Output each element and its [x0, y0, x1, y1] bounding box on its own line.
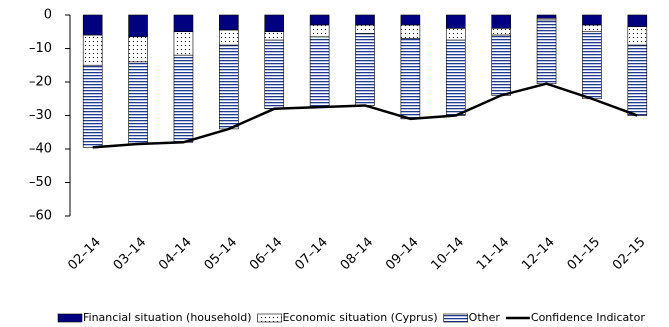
bar-segment — [536, 19, 557, 84]
x-tick-label: 02–14 — [65, 235, 104, 274]
bar-segment — [264, 14, 285, 33]
x-tick-label: 12–14 — [519, 235, 558, 274]
bar-segment — [445, 39, 466, 116]
bar-segment — [173, 31, 194, 56]
x-tick-label: 10–14 — [428, 235, 467, 274]
bar-segment — [355, 14, 375, 26]
y-tick-label: –60 — [29, 209, 52, 224]
bar-segment — [400, 38, 421, 120]
legend-swatch — [443, 313, 468, 323]
bar-segment — [582, 14, 602, 26]
bar-segment — [491, 14, 511, 29]
bar-segment — [82, 14, 103, 36]
bar-segment — [400, 14, 421, 26]
bar-segment — [491, 28, 511, 36]
bar-segment — [309, 36, 330, 108]
bar-segment — [582, 24, 602, 33]
legend-label: Other — [469, 311, 501, 324]
bar-segment — [264, 31, 285, 41]
legend-swatch — [57, 313, 83, 323]
y-tick-label: –50 — [29, 175, 52, 190]
x-tick-label: 08–14 — [338, 235, 377, 274]
bar-segment — [445, 28, 466, 41]
bar-segment — [173, 54, 194, 143]
bar-segment — [128, 61, 148, 145]
bar-segment — [445, 14, 466, 29]
bar-segment — [309, 14, 330, 26]
bar-segment — [219, 44, 239, 130]
y-tick-label: –30 — [29, 108, 52, 123]
x-tick-label: 06–14 — [247, 235, 286, 274]
x-tick-label: 04–14 — [156, 235, 195, 274]
line — [92, 82, 638, 149]
bar-segment — [582, 31, 602, 100]
bar-segment — [627, 26, 648, 46]
bar-segment — [219, 14, 239, 31]
x-tick-label: 02–15 — [610, 235, 649, 274]
bar-segment — [536, 14, 557, 19]
bar-segment — [355, 33, 375, 106]
bar-segment — [128, 14, 148, 38]
bar-segment — [355, 24, 375, 34]
bar-segment — [173, 14, 194, 33]
bar-segment — [627, 44, 648, 116]
x-tick-label: 11–14 — [474, 235, 513, 274]
x-tick-label: 09–14 — [383, 235, 422, 274]
bar-segment — [491, 34, 511, 96]
bar-segment — [627, 14, 648, 28]
y-tick-label: –20 — [29, 75, 52, 90]
legend-swatch — [257, 313, 282, 323]
bar-segment — [82, 64, 103, 148]
legend-label: Confidence Indicator — [531, 311, 645, 324]
x-tick-label: 05–14 — [202, 235, 241, 274]
bar-segment — [400, 24, 421, 39]
bar-segment — [82, 34, 103, 66]
y-tick-label: –40 — [29, 142, 52, 157]
bar-segment — [264, 39, 285, 110]
y-tick-label: –10 — [29, 41, 52, 56]
x-tick-label: 03–14 — [111, 235, 150, 274]
bar-segment — [219, 29, 239, 46]
y-tick-label: 0 — [44, 8, 52, 23]
bar-segment — [309, 24, 330, 38]
legend-label: Financial situation (household) — [83, 311, 252, 324]
x-tick-label: 07–14 — [292, 235, 331, 274]
x-tick-label: 01–15 — [565, 235, 604, 274]
bar-segment — [128, 36, 148, 63]
legend-label: Economic situation (Cyprus) — [283, 311, 438, 324]
